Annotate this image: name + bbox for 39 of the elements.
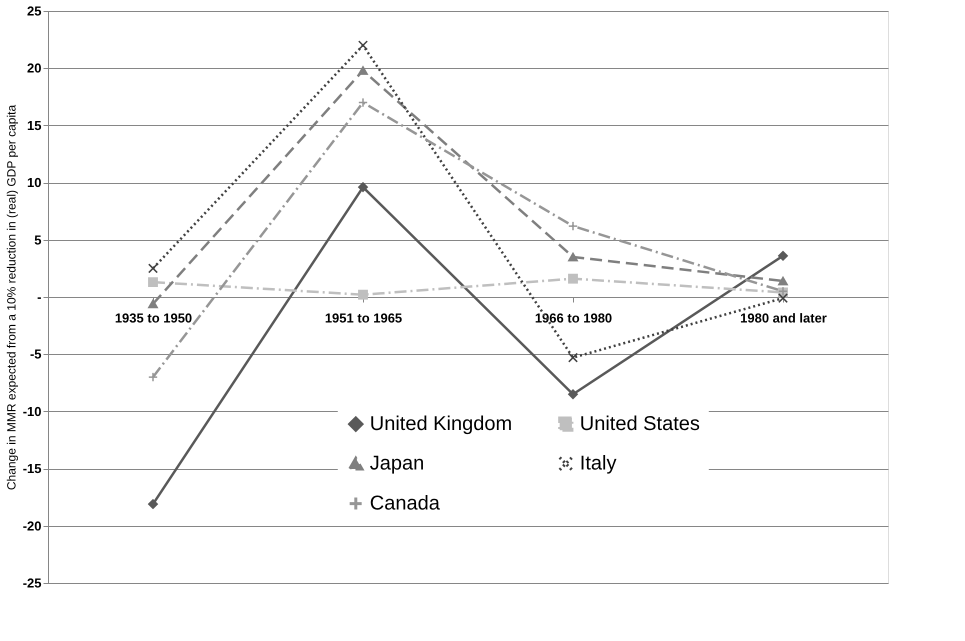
- point: [358, 98, 368, 108]
- y-tick-label: -5: [30, 346, 42, 362]
- y-tick-label: -25: [22, 576, 42, 590]
- point: [358, 66, 368, 75]
- y-tick-label: -10: [22, 404, 42, 419]
- point: [358, 182, 368, 192]
- point: [148, 499, 158, 509]
- point: [148, 299, 158, 308]
- x-tick-label: 1980 and later: [740, 310, 827, 326]
- point: [778, 276, 788, 286]
- y-tick-label: -: [37, 290, 42, 304]
- legend-label: Japan: [370, 452, 424, 475]
- y-tick-label: 10: [27, 175, 42, 190]
- point: [568, 352, 578, 363]
- x-tick-label: 1966 to 1980: [534, 310, 612, 326]
- point: [358, 290, 368, 300]
- point: [148, 277, 158, 288]
- point: [568, 252, 578, 262]
- y-axis-title: Change in MMR expected from a 10% reduction in (real) GDP per capita: [4, 104, 19, 490]
- x-tick-label: 1951 to 1965: [324, 310, 402, 326]
- point: [568, 389, 578, 400]
- legend-label: Canada: [370, 492, 441, 515]
- y-tick-label: 5: [34, 232, 42, 248]
- point: [568, 221, 578, 232]
- point: [148, 372, 158, 382]
- point: [148, 263, 158, 274]
- legend-label: United States: [580, 413, 700, 436]
- point: [778, 293, 788, 304]
- y-tick-label: 15: [27, 118, 42, 133]
- y-tick-label: -15: [22, 461, 42, 476]
- y-tick-label: 25: [27, 4, 42, 18]
- point: [778, 250, 788, 261]
- y-tick-label: -20: [22, 518, 42, 534]
- point: [568, 274, 578, 284]
- x-tick-label: 1935 to 1950: [114, 310, 192, 326]
- legend-label: United Kingdom: [370, 413, 512, 436]
- y-tick-label: 20: [27, 60, 42, 76]
- legend-label: Italy: [580, 452, 616, 475]
- point: [358, 40, 368, 50]
